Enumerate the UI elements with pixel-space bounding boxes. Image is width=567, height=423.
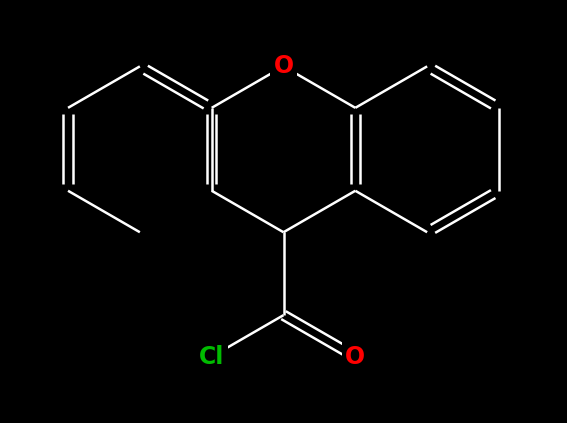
Text: Cl: Cl [199, 345, 225, 368]
Text: O: O [273, 55, 294, 78]
Text: O: O [345, 345, 365, 368]
